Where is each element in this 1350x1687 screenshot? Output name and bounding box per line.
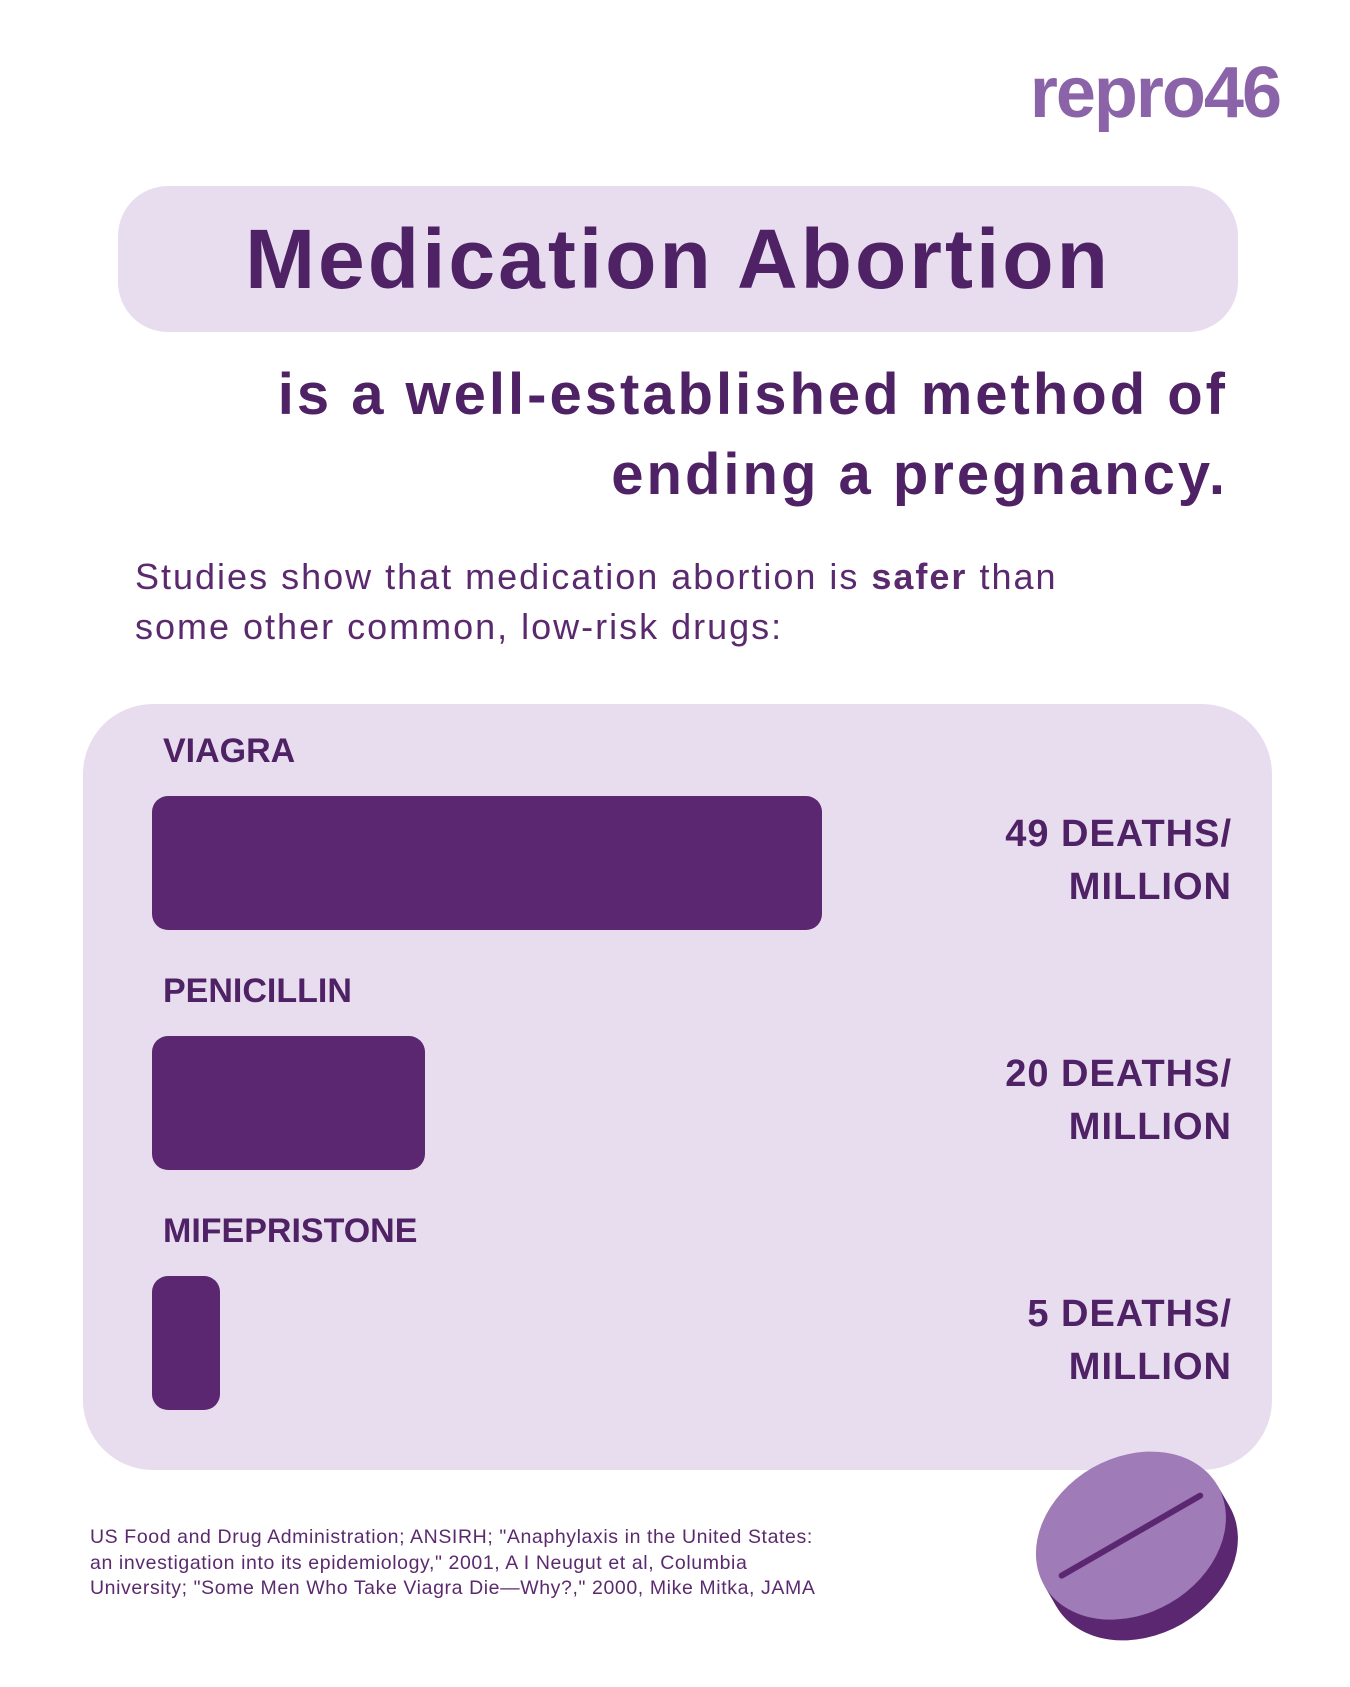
bar <box>152 796 822 930</box>
value-label: 20 DEATHS/ MILLION <box>1005 1053 1232 1148</box>
intro-text: Studies show that medication abortion is <box>135 556 872 597</box>
intro-text: than some other common, low-risk drugs: <box>135 556 1058 647</box>
title-box <box>118 186 1238 332</box>
subtitle: is a well-established method of ending a… <box>277 362 1228 507</box>
bar <box>152 1036 426 1170</box>
title: Medication Abortion <box>245 212 1111 306</box>
intro-emphasis: safer <box>871 556 968 597</box>
category-label: PENICILLIN <box>163 972 352 1010</box>
logo: repro46 <box>1029 53 1282 133</box>
pill-icon <box>1035 1451 1238 1641</box>
category-label: MIFEPRISTONE <box>163 1212 418 1250</box>
category-label: VIAGRA <box>163 732 296 770</box>
value-label: 5 DEATHS/ MILLION <box>1027 1293 1232 1388</box>
value-label: 49 DEATHS/ MILLION <box>1005 813 1232 908</box>
source-note: US Food and Drug Administration; ANSIRH;… <box>90 1526 816 1599</box>
intro: Studies show that medication abortion is… <box>135 552 1095 652</box>
bar <box>152 1276 221 1410</box>
